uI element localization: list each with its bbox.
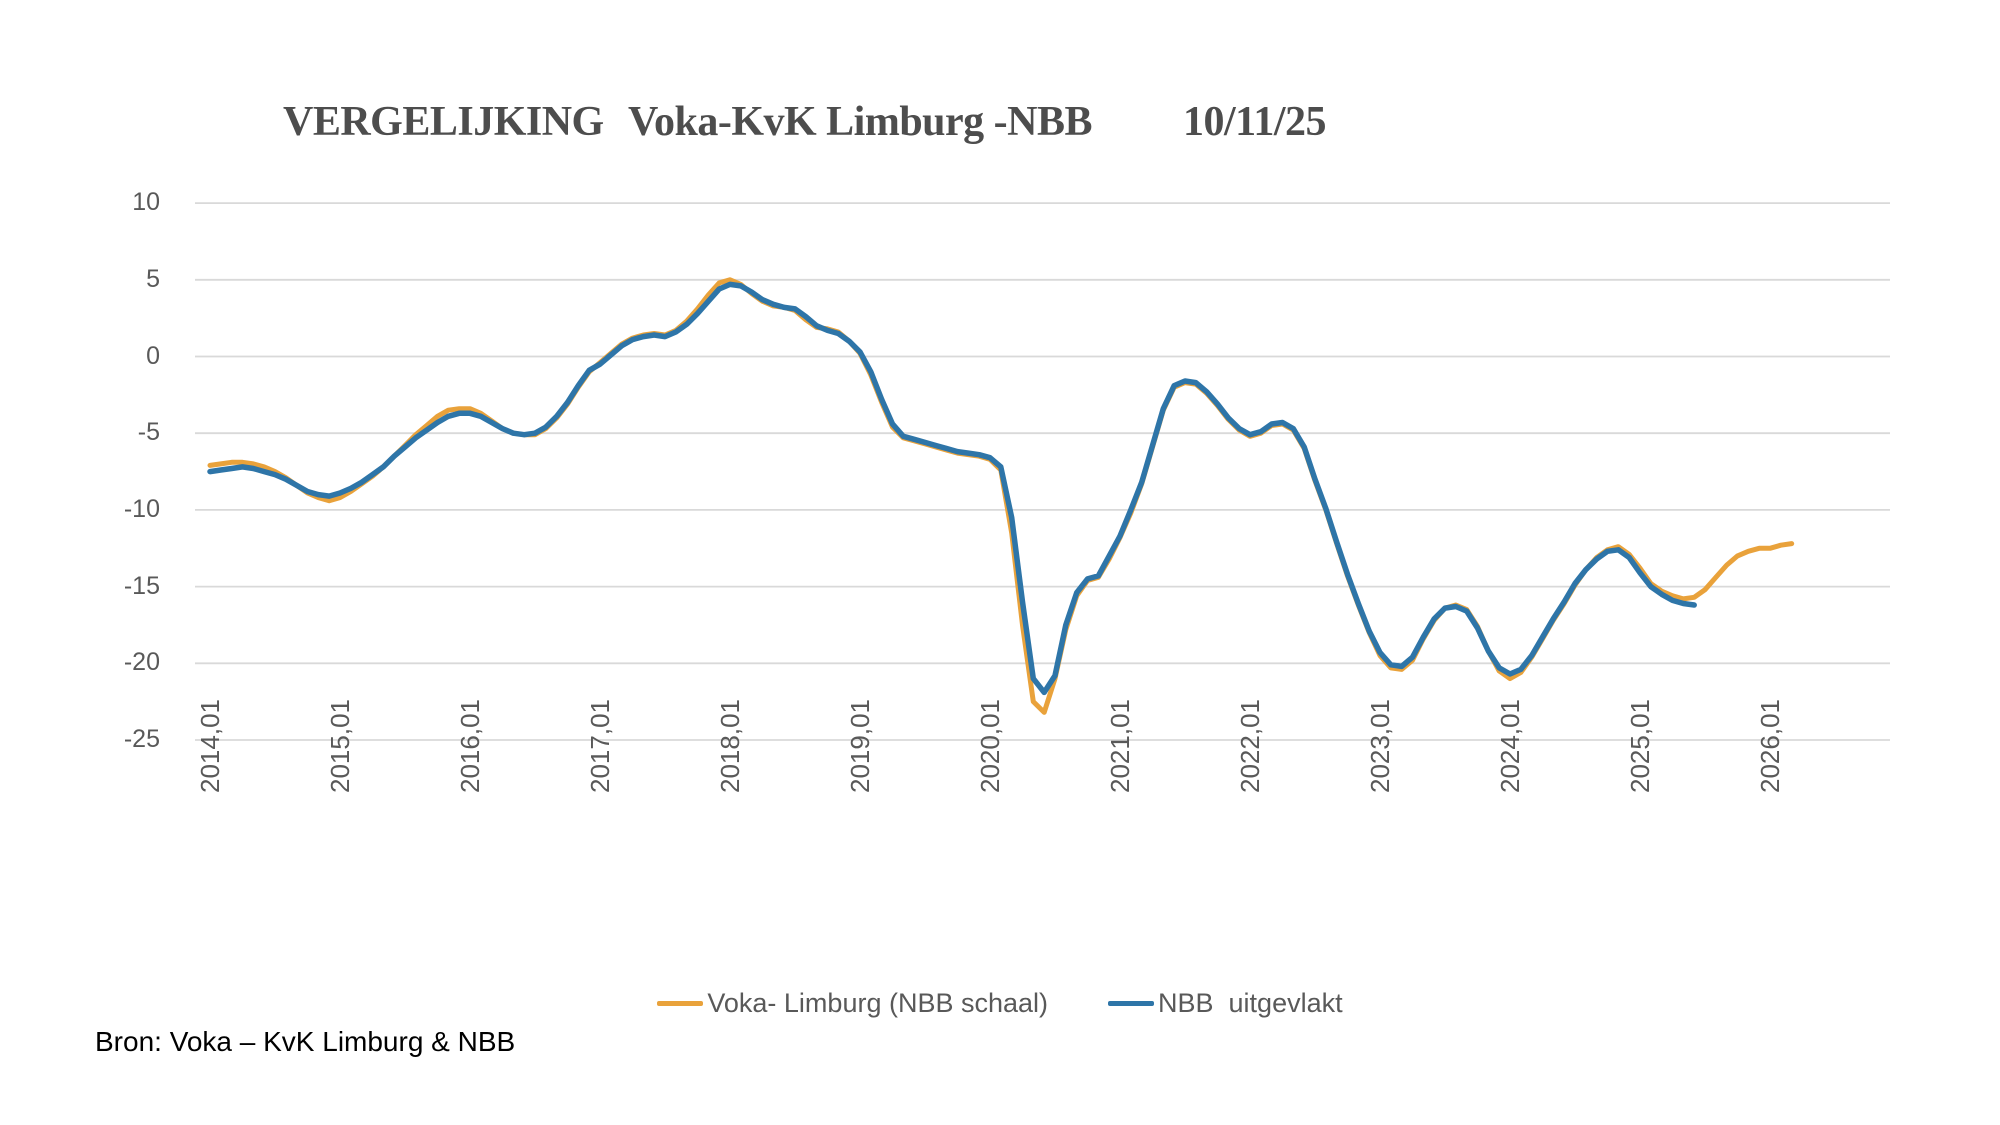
x-tick-label: 2014,01 <box>195 699 225 793</box>
x-tick-label: 2025,01 <box>1625 699 1655 793</box>
source-note: Bron: Voka – KvK Limburg & NBB <box>95 1026 516 1057</box>
legend-label-voka: Voka- Limburg (NBB schaal) <box>707 988 1049 1018</box>
x-tick-label: 2019,01 <box>845 699 875 793</box>
x-tick-label: 2024,01 <box>1495 699 1525 793</box>
x-tick-label: 2017,01 <box>585 699 615 793</box>
series-line-0 <box>207 277 1795 715</box>
x-tick-label: 2018,01 <box>715 699 745 793</box>
x-tick-label: 2020,01 <box>975 699 1005 793</box>
nbb-line-swatch-icon <box>1108 1001 1155 1006</box>
y-tick-label: -5 <box>137 418 160 447</box>
series-line-1 <box>207 281 1697 696</box>
y-tick-label: 5 <box>146 264 160 293</box>
x-tick-label: 2023,01 <box>1365 699 1395 793</box>
voka-line-swatch-icon <box>657 1001 704 1006</box>
x-tick-label: 2016,01 <box>455 699 485 793</box>
x-tick-label: 2015,01 <box>325 699 355 793</box>
x-tick-label: 2026,01 <box>1755 699 1785 793</box>
legend-item-nbb: NBB uitgevlakt <box>1108 988 1343 1019</box>
y-tick-label: -15 <box>123 571 160 600</box>
y-tick-label: -25 <box>123 725 160 753</box>
chart-title-main: VERGELIJKING <box>283 99 604 145</box>
y-tick-label: 0 <box>146 341 160 370</box>
chart-title-subject: Voka-KvK Limburg -NBB <box>628 99 1093 145</box>
series-lines <box>207 277 1795 715</box>
gridlines <box>195 202 1890 741</box>
y-tick-label: -10 <box>123 494 160 523</box>
legend-label-nbb: NBB uitgevlakt <box>1158 988 1343 1018</box>
legend-item-voka: Voka- Limburg (NBB schaal) <box>657 988 1048 1019</box>
x-tick-label: 2021,01 <box>1105 699 1135 793</box>
y-tick-label: 10 <box>132 188 160 217</box>
y-tick-label: -20 <box>123 648 160 677</box>
x-tick-label: 2022,01 <box>1235 699 1265 793</box>
chart-title-date: 10/11/25 <box>1183 99 1327 145</box>
legend: Voka- Limburg (NBB schaal) NBB uitgevlak… <box>0 988 2000 1019</box>
